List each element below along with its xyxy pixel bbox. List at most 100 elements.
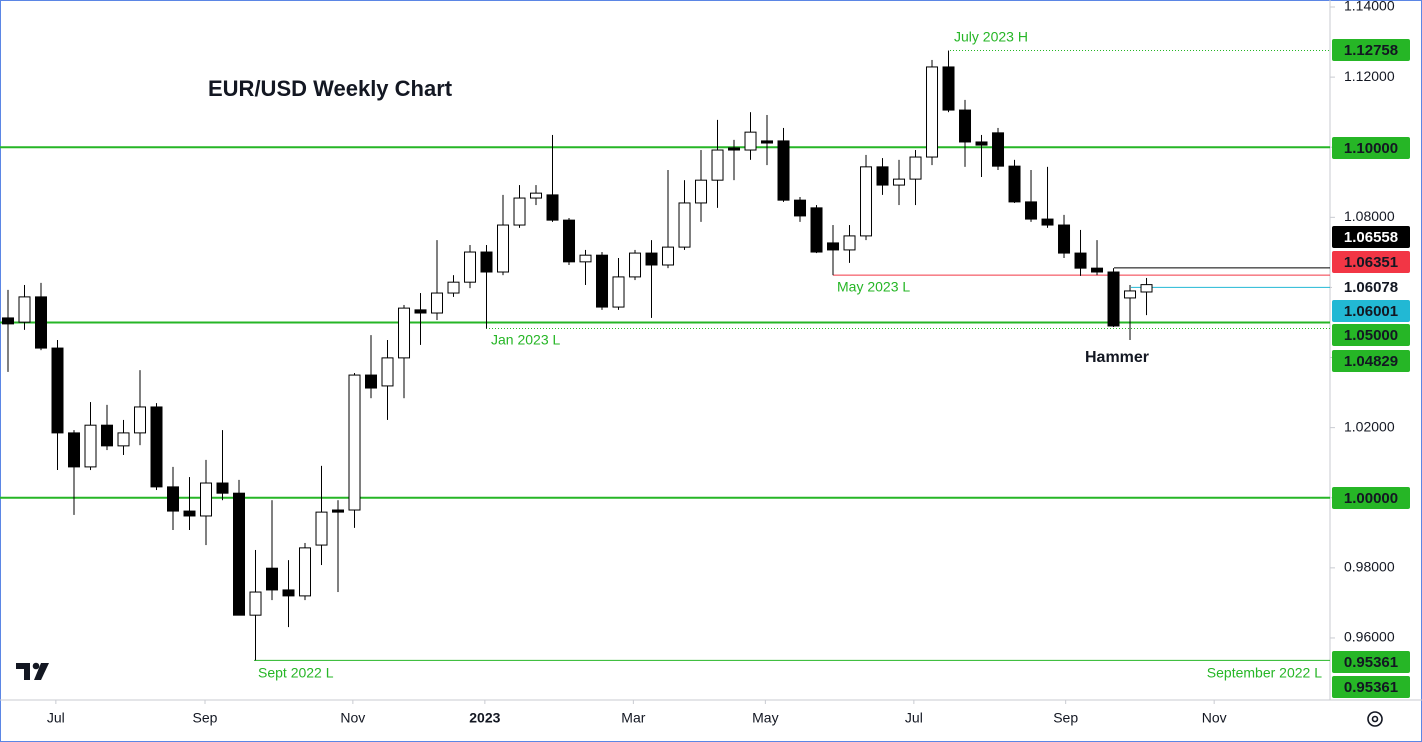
settings-icon[interactable] bbox=[1367, 711, 1383, 727]
candle-body bbox=[645, 252, 658, 266]
candle-body bbox=[1074, 252, 1087, 269]
candle-body bbox=[992, 132, 1005, 167]
candle-body bbox=[909, 156, 922, 180]
candle-body bbox=[233, 492, 246, 616]
y-tick-label: 0.96000 bbox=[1344, 629, 1395, 645]
candle-body bbox=[68, 432, 81, 468]
price-label-box bbox=[1332, 39, 1410, 61]
price-label-box bbox=[1332, 487, 1410, 509]
x-tick-label: Nov bbox=[340, 710, 365, 726]
annotation: Sept 2022 L bbox=[258, 665, 334, 681]
annotation: Hammer bbox=[1085, 349, 1149, 366]
candle-body bbox=[1041, 218, 1054, 226]
candle-body bbox=[167, 486, 180, 512]
candle-body bbox=[513, 197, 526, 226]
candle-body bbox=[629, 252, 642, 278]
candle-body bbox=[464, 251, 477, 283]
candle-body bbox=[365, 374, 378, 389]
candle-body bbox=[2, 317, 15, 325]
candle-body bbox=[777, 140, 790, 201]
x-tick-label: Nov bbox=[1202, 710, 1227, 726]
candle-body bbox=[711, 149, 724, 181]
candle-body bbox=[662, 246, 675, 266]
candle-body bbox=[563, 219, 576, 263]
candle-body bbox=[546, 194, 559, 221]
candle-body bbox=[744, 131, 757, 151]
candle-body bbox=[200, 482, 213, 517]
x-tick-label: Sep bbox=[1053, 710, 1078, 726]
price-label: 1.06078 bbox=[1344, 279, 1398, 296]
x-tick-label: Sep bbox=[193, 710, 218, 726]
candle-body bbox=[761, 140, 774, 144]
candle-body bbox=[612, 276, 625, 308]
price-label-box bbox=[1332, 137, 1410, 159]
annotation: May 2023 L bbox=[837, 279, 910, 295]
y-tick-label: 1.14000 bbox=[1344, 0, 1395, 14]
candle-body bbox=[1091, 267, 1104, 273]
candle-body bbox=[959, 109, 972, 143]
candle-body bbox=[579, 254, 592, 263]
candle-body bbox=[117, 432, 130, 447]
price-label: 0.95361 bbox=[1344, 679, 1398, 696]
candle-body bbox=[1058, 224, 1071, 254]
candle-body bbox=[216, 482, 229, 494]
candle-body bbox=[596, 254, 609, 308]
candle-body bbox=[810, 207, 823, 253]
price-label-box bbox=[1332, 251, 1410, 273]
candle-body bbox=[1124, 290, 1137, 299]
candle-body bbox=[1008, 165, 1021, 203]
candle-body bbox=[480, 251, 493, 273]
price-label-box bbox=[1332, 226, 1410, 248]
tv-logo bbox=[16, 662, 49, 680]
candle-body bbox=[1140, 284, 1153, 293]
price-label-box bbox=[1332, 350, 1410, 372]
price-label-box bbox=[1332, 300, 1410, 322]
price-label: 1.05000 bbox=[1344, 327, 1398, 344]
price-label: 1.04829 bbox=[1344, 353, 1398, 370]
y-tick-label: 1.02000 bbox=[1344, 418, 1395, 434]
y-tick-label: 1.08000 bbox=[1344, 208, 1395, 224]
y-tick-label: 0.98000 bbox=[1344, 559, 1395, 575]
candle-body bbox=[249, 591, 262, 616]
price-label-box bbox=[1332, 676, 1410, 698]
candle-body bbox=[497, 224, 510, 273]
x-tick-label: 2023 bbox=[469, 710, 500, 726]
price-label: 0.95361 bbox=[1344, 654, 1398, 671]
candle-body bbox=[975, 141, 988, 146]
price-label: 1.06001 bbox=[1344, 303, 1398, 320]
price-label: 1.06351 bbox=[1344, 254, 1398, 271]
candle-body bbox=[348, 374, 361, 511]
candle-body bbox=[678, 202, 691, 248]
candle-body bbox=[827, 242, 840, 251]
annotation: September 2022 L bbox=[1207, 665, 1322, 681]
candle-body bbox=[695, 179, 708, 204]
candle-body bbox=[183, 510, 196, 517]
price-label: 1.10000 bbox=[1344, 140, 1398, 157]
x-tick-label: Jul bbox=[47, 710, 65, 726]
candle-body bbox=[35, 296, 48, 349]
price-label-box bbox=[1332, 276, 1410, 298]
candle-body bbox=[381, 357, 394, 387]
chart-title: EUR/USD Weekly Chart bbox=[208, 76, 453, 101]
candle-body bbox=[893, 178, 906, 186]
candle-body bbox=[299, 547, 312, 597]
candle-body bbox=[266, 567, 279, 591]
candle-body bbox=[1107, 271, 1120, 327]
candle-body bbox=[84, 424, 97, 468]
candle-body bbox=[101, 424, 114, 447]
price-label: 1.06558 bbox=[1344, 229, 1398, 246]
candle-body bbox=[282, 589, 295, 597]
candle-body bbox=[728, 147, 741, 151]
candle-body bbox=[860, 166, 873, 237]
candle-body bbox=[843, 235, 856, 251]
x-tick-label: May bbox=[752, 710, 778, 726]
price-label-box bbox=[1332, 324, 1410, 346]
x-tick-label: Jul bbox=[905, 710, 923, 726]
candle-body bbox=[150, 406, 163, 488]
candles bbox=[2, 50, 1153, 661]
candle-body bbox=[926, 66, 939, 158]
candle-body bbox=[414, 309, 427, 314]
candle-body bbox=[398, 307, 411, 359]
